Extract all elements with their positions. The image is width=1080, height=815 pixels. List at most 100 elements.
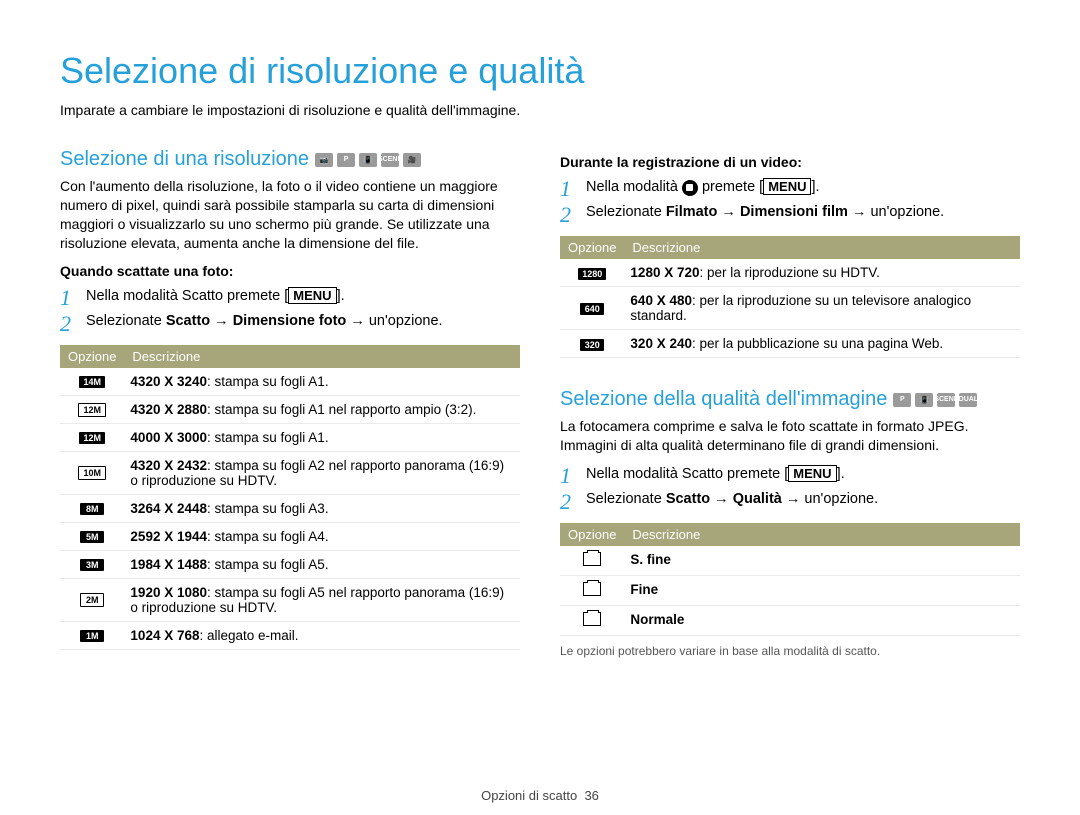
video-resolution-table: Opzione Descrizione 1280 1280 X 720: per … [560, 236, 1020, 358]
step-number: 2 [560, 204, 576, 226]
resolution-value: 1280 X 720 [630, 265, 699, 280]
table-row: 12M4000 X 3000: stampa su fogli A1. [60, 423, 520, 451]
option-icon-cell: 320 [560, 330, 624, 358]
left-column: Selezione di una risoluzione 📷 P 📳 SCENE… [60, 148, 520, 658]
quality-icon [583, 582, 601, 596]
step-text-part: → [710, 491, 733, 507]
video-mode-icon [682, 180, 698, 196]
photo-resolution-table: Opzione Descrizione 14M4320 X 3240: stam… [60, 345, 520, 650]
table-row: 10M 4320 X 2432: stampa su fogli A2 nel r… [60, 451, 520, 494]
option-icon-cell [560, 575, 624, 605]
resolution-icon: 10M [78, 466, 106, 480]
option-desc-cell: 4320 X 2432: stampa su fogli A2 nel rapp… [124, 451, 520, 494]
step-text: Nella modalità premete [MENU]. [586, 178, 820, 196]
resolution-value: 1920 X 1080 [130, 585, 207, 600]
option-icon-cell: 1M [60, 621, 124, 649]
step-text-part: → un'opzione. [848, 204, 944, 220]
mode-icon: P [893, 393, 911, 407]
option-icon-cell: 8M [60, 494, 124, 522]
table-row: 12M4320 X 2880: stampa su fogli A1 nel r… [60, 395, 520, 423]
step-1: 1 Nella modalità Scatto premete [MENU]. [560, 465, 1020, 487]
footer-page-number: 36 [584, 788, 598, 803]
mode-icon: 📷 [315, 153, 333, 167]
option-desc-cell: Normale [624, 605, 1020, 635]
step-text-part: ]. [837, 466, 845, 482]
option-desc-cell: Fine [624, 575, 1020, 605]
option-desc-cell: 1984 X 1488: stampa su fogli A5. [124, 550, 520, 578]
resolution-icon: 3M [80, 559, 104, 571]
table-row: 320 320 X 240: per la pubblicazione su un… [560, 330, 1020, 358]
option-desc-cell: 1920 X 1080: stampa su fogli A5 nel rapp… [124, 578, 520, 621]
footer-section: Opzioni di scatto [481, 788, 577, 803]
option-desc-cell: 640 X 480: per la riproduzione su un tel… [624, 287, 1020, 330]
option-icon-cell: 1280 [560, 259, 624, 287]
menu-button: MENU [288, 287, 336, 304]
resolution-value: 320 X 240 [630, 336, 692, 351]
mode-icons: P 📳 SCENE DUAL [893, 393, 977, 407]
step-text-part: Selezionate [86, 313, 166, 329]
option-icon-cell: 2M [60, 578, 124, 621]
resolution-icon: 640 [580, 303, 604, 315]
step-text-part: → [717, 204, 740, 220]
photo-steps: 1 Nella modalità Scatto premete [MENU]. … [60, 287, 520, 335]
resolution-value: 4320 X 2880 [130, 402, 207, 417]
resolution-desc: : stampa su fogli A1. [207, 430, 329, 445]
step-text-part: premete [ [698, 179, 763, 195]
resolution-icon: 1M [80, 630, 104, 642]
section-resolution-title: Selezione di una risoluzione [60, 148, 309, 171]
step-text-part: Nella modalità [586, 179, 682, 195]
option-desc-cell: 1280 X 720: per la riproduzione su HDTV. [624, 259, 1020, 287]
table-header-option: Opzione [560, 236, 624, 259]
step-number: 2 [60, 313, 76, 335]
option-icon-cell: 12M [60, 423, 124, 451]
option-desc-cell: 320 X 240: per la pubblicazione su una p… [624, 330, 1020, 358]
resolution-desc: : stampa su fogli A1. [207, 374, 329, 389]
step-2: 2 Selezionate Scatto → Qualità → un'opzi… [560, 491, 1020, 513]
section-resolution-heading: Selezione di una risoluzione 📷 P 📳 SCENE… [60, 148, 520, 171]
option-desc-cell: S. fine [624, 546, 1020, 576]
resolution-value: 2592 X 1944 [130, 529, 207, 544]
step-text: Nella modalità Scatto premete [MENU]. [86, 287, 345, 304]
step-number: 2 [560, 491, 576, 513]
step-text: Nella modalità Scatto premete [MENU]. [586, 465, 845, 482]
quality-steps: 1 Nella modalità Scatto premete [MENU]. … [560, 465, 1020, 513]
video-subhead: Durante la registrazione di un video: [560, 154, 1020, 170]
option-icon-cell: 3M [60, 550, 124, 578]
right-column: Durante la registrazione di un video: 1 … [560, 148, 1020, 658]
resolution-icon: 1280 [578, 268, 606, 280]
quality-footnote: Le opzioni potrebbero variare in base al… [560, 644, 1020, 658]
mode-icon: 📳 [359, 153, 377, 167]
resolution-icon: 320 [580, 339, 604, 351]
mode-icon: 📳 [915, 393, 933, 407]
step-text-part: Selezionate [586, 204, 666, 220]
quality-label: Normale [630, 612, 684, 627]
table-header-desc: Descrizione [624, 523, 1020, 546]
resolution-desc: : stampa su fogli A1 nel rapporto ampio … [207, 402, 476, 417]
table-row: 3M 1984 X 1488: stampa su fogli A5. [60, 550, 520, 578]
quality-label: Fine [630, 582, 658, 597]
step-number: 1 [60, 287, 76, 309]
table-row: Fine [560, 575, 1020, 605]
option-icon-cell: 640 [560, 287, 624, 330]
step-2: 2 Selezionate Scatto → Dimensione foto →… [60, 313, 520, 335]
table-header-desc: Descrizione [624, 236, 1020, 259]
quality-label: S. fine [630, 552, 671, 567]
step-1: 1 Nella modalità Scatto premete [MENU]. [60, 287, 520, 309]
table-header-option: Opzione [60, 345, 124, 368]
option-desc-cell: 1024 X 768: allegato e-mail. [124, 621, 520, 649]
step-text-part: Selezionate [586, 491, 666, 507]
video-steps: 1 Nella modalità premete [MENU]. 2 Selez… [560, 178, 1020, 226]
table-row: 2M1920 X 1080: stampa su fogli A5 nel ra… [60, 578, 520, 621]
resolution-value: 1984 X 1488 [130, 557, 207, 572]
step-text-part: → [210, 313, 233, 329]
resolution-icon: 14M [79, 376, 105, 388]
menu-button: MENU [763, 178, 811, 195]
step-text-bold: Dimensione foto [233, 313, 347, 329]
resolution-value: 4320 X 3240 [130, 374, 207, 389]
option-icon-cell: 5M [60, 522, 124, 550]
step-text: Selezionate Scatto → Qualità → un'opzion… [586, 491, 878, 507]
step-text-bold: Qualità [733, 491, 782, 507]
section-quality-desc: La fotocamera comprime e salva le foto s… [560, 417, 1020, 455]
step-text: Selezionate Filmato → Dimensioni film → … [586, 204, 944, 220]
option-desc-cell: 4000 X 3000: stampa su fogli A1. [124, 423, 520, 451]
